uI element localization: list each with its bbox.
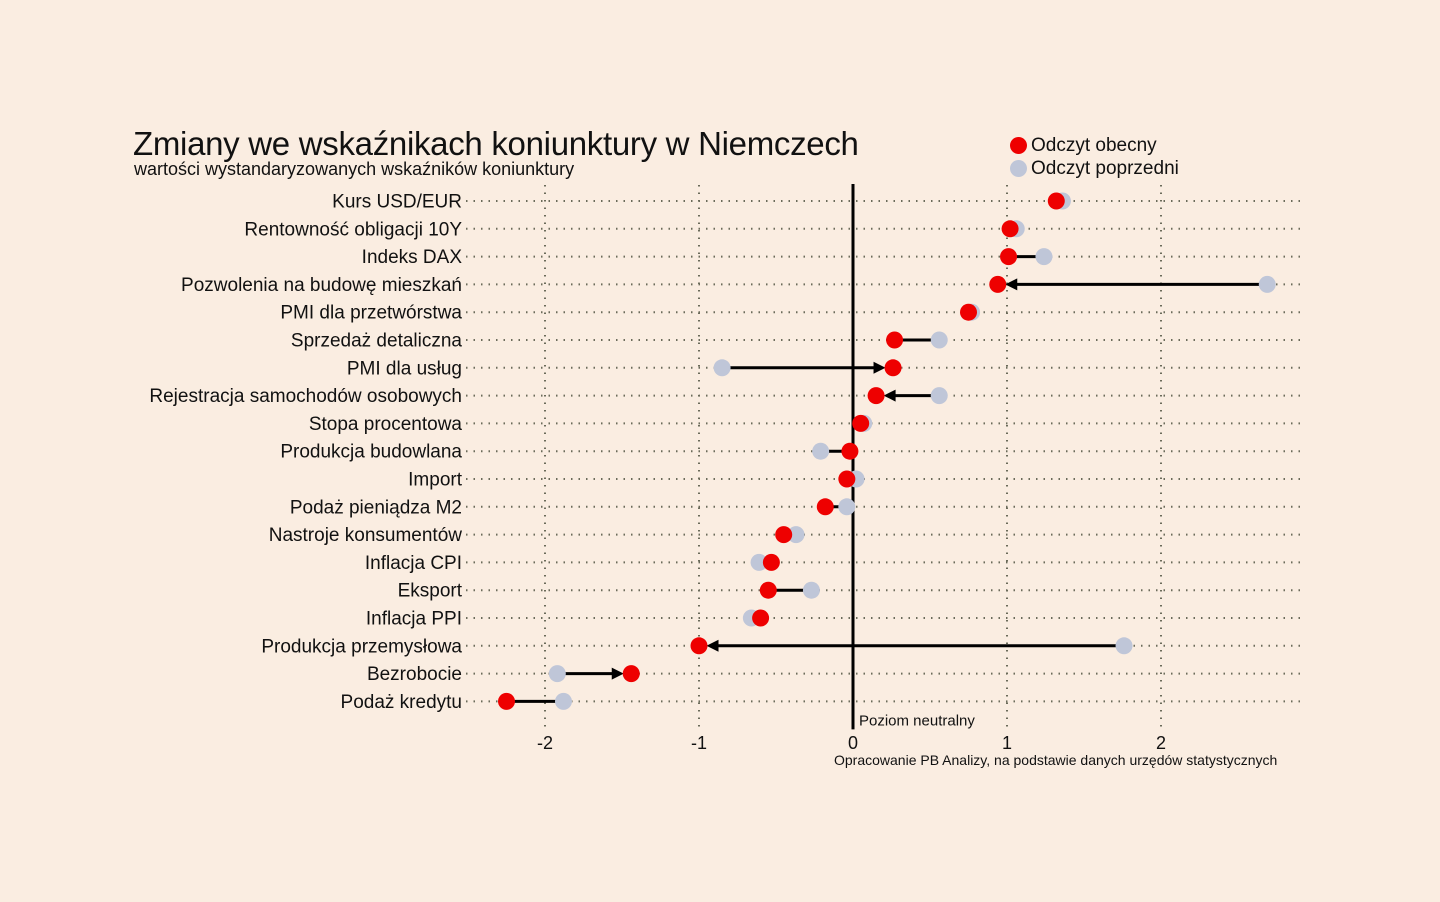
point-current (752, 609, 770, 627)
source-note: Opracowanie PB Analizy, na podstawie dan… (834, 752, 1278, 768)
category-label: PMI dla usług (347, 358, 462, 379)
legend-item-previous: Odczyt poprzedni (1010, 157, 1179, 180)
point-current (1000, 248, 1018, 266)
category-label: Rentowność obligacji 10Y (244, 219, 462, 240)
category-label: Stopa procentowa (309, 414, 463, 435)
category-label: Bezrobocie (367, 664, 462, 685)
x-tick-label: 2 (1156, 733, 1166, 753)
point-current (852, 414, 870, 432)
point-current (762, 553, 780, 571)
x-tick-label: -2 (537, 733, 553, 753)
arrowhead (706, 639, 719, 652)
category-label: Indeks DAX (362, 247, 463, 268)
point-previous (787, 526, 805, 544)
point-current (841, 442, 859, 460)
category-label: Eksport (398, 581, 463, 602)
chart-title: Zmiany we wskaźnikach koniunktury w Niem… (133, 125, 859, 162)
x-tick-label: -1 (691, 733, 707, 753)
x-tick-label: 0 (848, 733, 858, 753)
point-current (884, 359, 902, 377)
category-label: Rejestracja samochodów osobowych (149, 386, 462, 407)
point-current (1001, 220, 1019, 238)
arrowhead (873, 361, 886, 374)
point-previous (930, 387, 948, 405)
point-current (886, 331, 904, 349)
point-current (960, 303, 977, 321)
category-label: Produkcja przemysłowa (261, 636, 462, 657)
arrowhead (883, 389, 896, 402)
category-label: Podaż kredytu (341, 692, 462, 713)
point-current (867, 387, 885, 405)
category-label: Import (408, 470, 463, 491)
point-previous (1258, 275, 1276, 293)
category-label: Podaż pieniądza M2 (290, 497, 462, 518)
point-previous (802, 581, 820, 599)
category-label: Sprzedaż detaliczna (291, 331, 463, 352)
point-current (759, 581, 777, 599)
legend-marker-current (1010, 137, 1027, 154)
point-previous (554, 692, 572, 710)
legend-label-previous: Odczyt poprzedni (1031, 157, 1179, 179)
point-current (498, 692, 515, 710)
category-label: Inflacja PPI (366, 609, 462, 630)
point-previous (713, 359, 731, 377)
point-current (775, 526, 793, 544)
category-label: Produkcja budowlana (280, 442, 462, 463)
category-label: Nastroje konsumentów (269, 525, 463, 546)
point-current (838, 470, 856, 488)
point-current (989, 275, 1007, 293)
point-previous (1035, 248, 1053, 266)
point-previous (812, 442, 830, 460)
x-tick-label: 1 (1002, 733, 1012, 753)
chart-subtitle: wartości wystandaryzowanych wskaźników k… (134, 159, 575, 179)
point-previous (930, 331, 948, 349)
point-previous (548, 665, 566, 683)
arrowhead (1005, 278, 1018, 291)
point-current (1047, 192, 1065, 210)
category-label: Inflacja CPI (365, 553, 462, 574)
legend-label-current: Odczyt obecny (1031, 134, 1157, 156)
point-previous (838, 498, 856, 516)
legend-marker-previous (1010, 160, 1027, 177)
legend: Odczyt obecny Odczyt poprzedni (1010, 134, 1179, 180)
point-current (622, 665, 640, 683)
legend-item-current: Odczyt obecny (1010, 134, 1179, 157)
point-previous (1115, 637, 1133, 655)
arrowhead (611, 667, 624, 680)
point-current (690, 637, 708, 655)
point-current (816, 498, 834, 516)
category-label: Kurs USD/EUR (332, 192, 462, 213)
category-label: Pozwolenia na budowę mieszkań (181, 275, 462, 296)
point-previous (750, 553, 768, 571)
category-label: PMI dla przetwórstwa (280, 303, 462, 324)
neutral-level-label: Poziom neutralny (859, 712, 975, 729)
